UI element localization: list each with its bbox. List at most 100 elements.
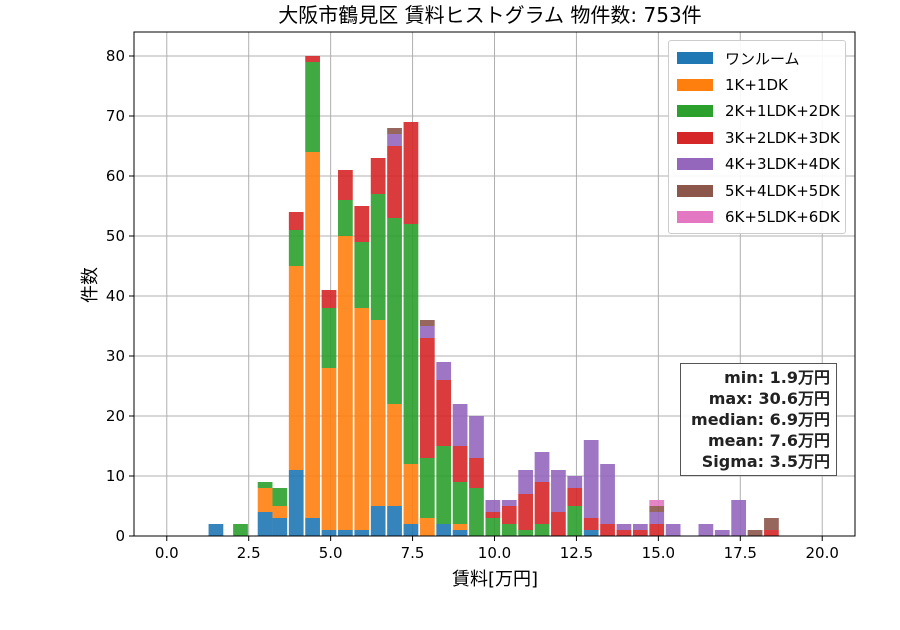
bar-segment [485,518,501,536]
legend-swatch [677,158,713,171]
bar-segment [387,506,402,536]
legend-item: 4K+3LDK+4DK [677,151,840,178]
bar-segment [632,530,648,536]
x-tick-label: 10.0 [478,544,511,562]
bar-segment [436,524,452,536]
legend-label: 4K+3LDK+4DK [725,155,840,174]
bar-segment [419,338,435,458]
bar-segment [419,326,435,338]
bar-segment [567,488,583,506]
y-tick-label: 30 [106,347,125,365]
legend-item: 2K+1LDK+2DK [677,98,840,125]
bar-segment [452,404,468,446]
legend-swatch [677,184,713,197]
y-axis-label: 件数 [80,267,101,303]
bar-segment [714,530,730,536]
bar-segment [649,500,665,506]
bar-segment [649,506,665,512]
bar-segment [305,152,320,518]
x-tick-label: 20.0 [806,544,839,562]
bar-segment [387,146,402,218]
bar-segment [452,524,468,530]
bar-segment [288,266,304,470]
bar-segment [534,524,550,536]
bar-segment [370,506,386,536]
stat-max: max: 30.6万円 [708,389,830,408]
bar-segment [665,524,681,536]
bar-segment [436,362,452,380]
bar-segment [387,404,402,506]
bar-segment [567,506,583,536]
bar-segment [501,506,517,524]
bar-segment [338,200,353,236]
bar-segment [321,530,337,536]
legend-item: 5K+4LDK+5DK [677,178,840,205]
stats-box: min: 1.9万円 max: 30.6万円 median: 6.9万円 mea… [680,363,837,476]
bar-segment [501,524,517,536]
bar-segment [257,482,273,488]
bar-segment [387,218,402,404]
bar-segment [436,380,452,446]
bar-segment [403,224,419,464]
bar-segment [272,488,288,506]
bar-segment [485,512,501,518]
bar-segment [208,524,224,536]
bar-segment [518,470,534,494]
bar-segment [452,446,468,482]
bar-segment [731,500,747,536]
bar-segment [403,464,419,524]
bar-segment [403,122,419,224]
x-tick-label: 15.0 [642,544,675,562]
bar-segment [469,458,484,488]
legend-item: ワンルーム [677,45,837,72]
legend-item: 1K+1DK [677,72,837,99]
legend-swatch [677,105,713,118]
bar-segment [305,62,320,152]
stat-min: min: 1.9万円 [724,368,830,387]
legend-label: 3K+2LDK+3DK [725,128,840,147]
x-tick-label: 2.5 [237,544,261,562]
bar-segment [272,518,288,536]
bar-segment [257,512,273,536]
bar-segment [338,530,353,536]
bar-segment [649,524,665,536]
bar-segment [747,530,763,536]
y-tick-label: 0 [115,527,125,545]
bar-segment [616,530,632,536]
bar-segment [452,530,468,536]
bar-segment [321,308,337,368]
bar-segment [551,470,566,512]
x-tick-label: 0.0 [155,544,179,562]
bar-segment [403,524,419,536]
stat-mean: mean: 7.6万円 [707,431,830,450]
bar-segment [534,452,550,482]
bar-segment [567,476,583,488]
bar-segment [452,482,468,524]
stat-sigma: Sigma: 3.5万円 [701,452,830,471]
bar-segment [370,158,386,194]
bar-segment [288,230,304,266]
bar-segment [321,290,337,308]
y-tick-label: 10 [106,467,125,485]
bar-segment [354,242,370,308]
legend-swatch [677,131,713,144]
bar-segment [338,170,353,200]
bar-segment [257,488,273,512]
legend: ワンルーム 1K+1DK 2K+1LDK+2DK 3K+2LDK+3DK 4K+3LDK… [668,40,846,234]
bar-segment [616,524,632,530]
bar-segment [288,470,304,536]
x-axis-label: 賃料[万円] [452,569,538,590]
bar-segment [764,518,779,530]
legend-swatch [677,78,713,91]
legend-label: ワンルーム [725,49,800,68]
bar-segment [354,530,370,536]
legend-swatch [677,52,713,65]
axis-ticks: 0.0 2.5 5.0 7.5 10.0 12.5 15.0 17.5 20.0 0 10 20 30 4… [106,47,839,562]
bar-segment [272,506,288,518]
legend-label: 6K+5LDK+6DK [725,208,840,227]
chart-title: 大阪市鶴見区 賃料ヒストグラム 物件数: 753件 [278,3,701,27]
x-tick-label: 5.0 [319,544,343,562]
bar-segment [600,524,615,536]
bar-segment [534,482,550,524]
